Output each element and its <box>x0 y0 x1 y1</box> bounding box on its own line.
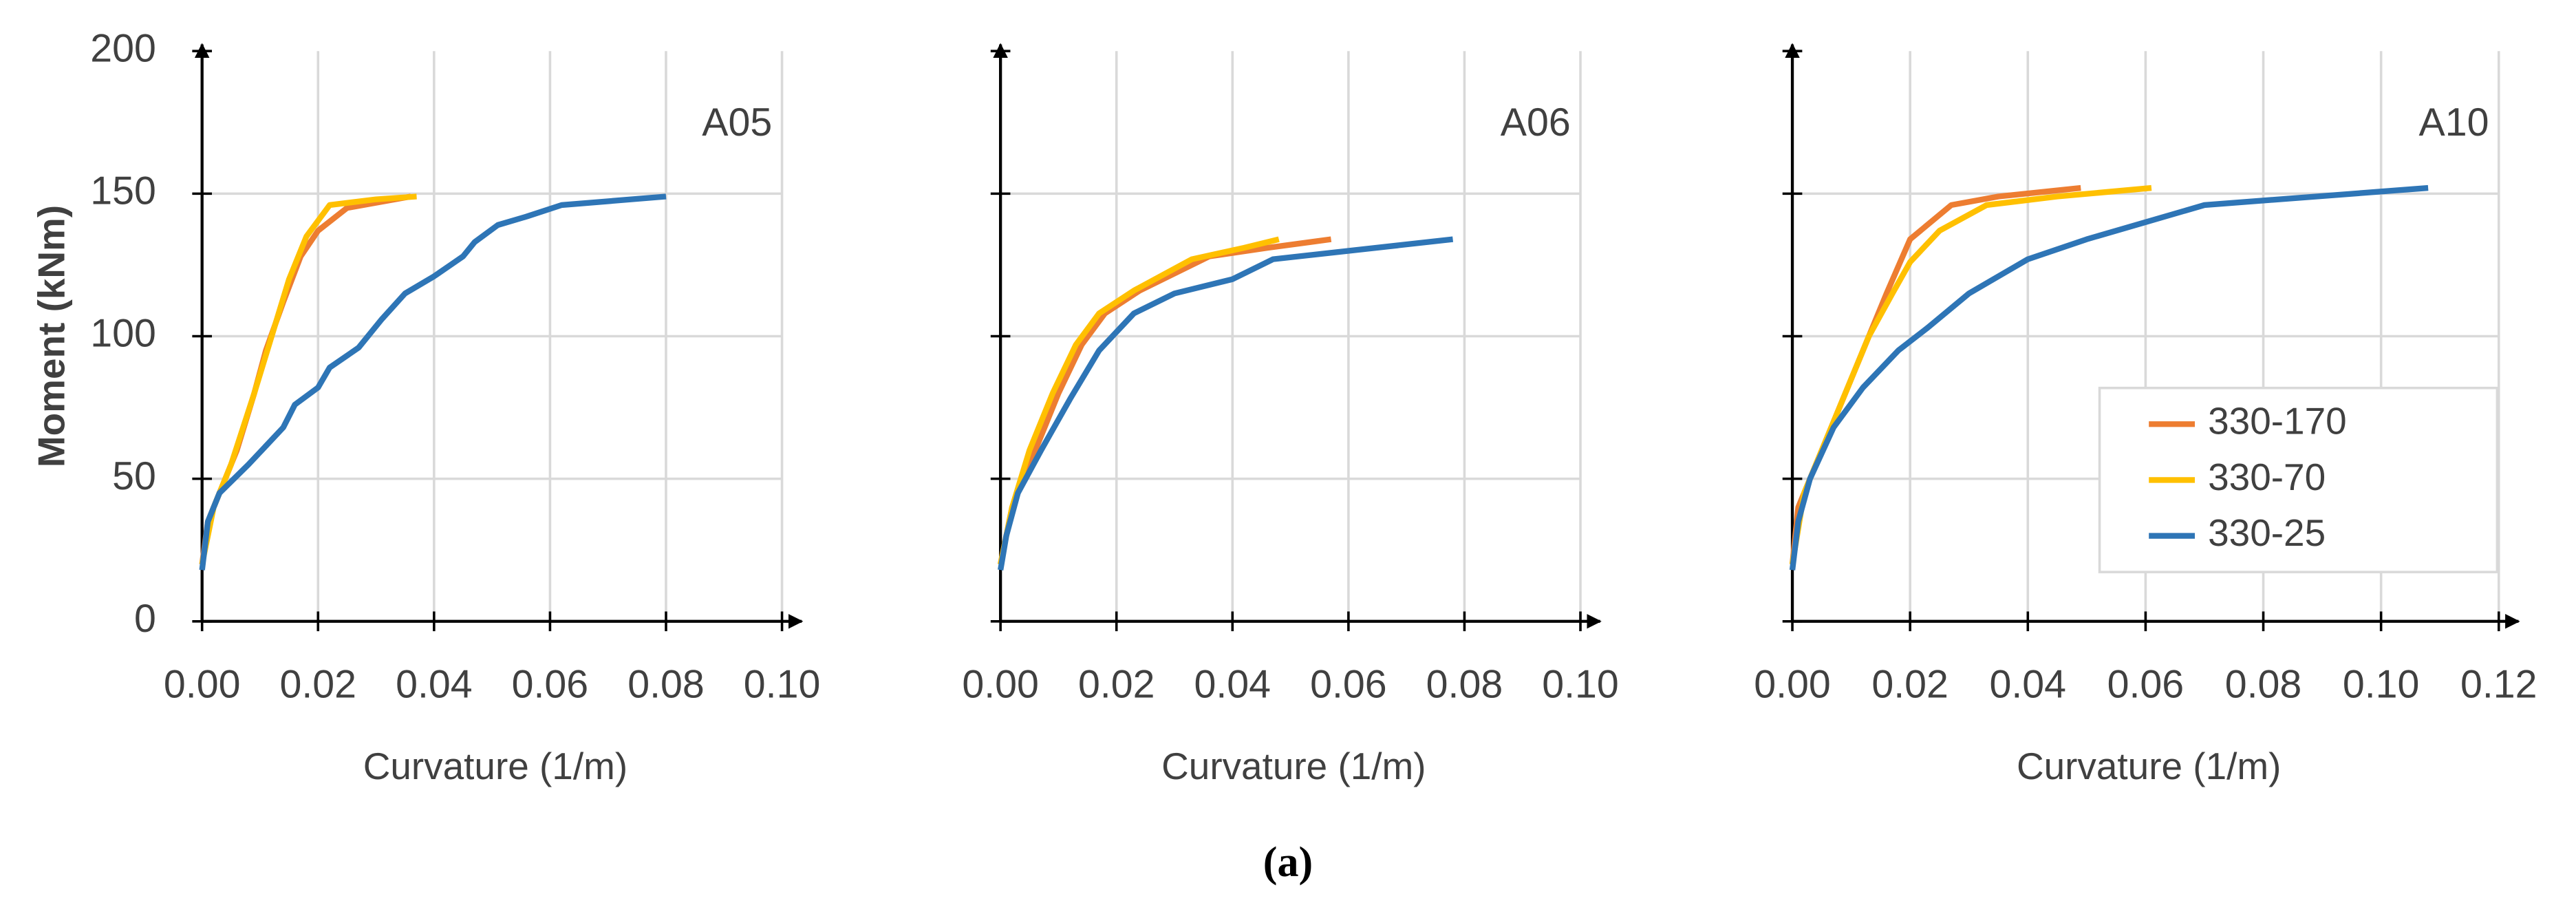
x-tick-label: 0.10 <box>1542 662 1619 706</box>
x-tick-label: 0.10 <box>744 662 821 706</box>
x-tick-label: 0.00 <box>164 662 241 706</box>
x-tick-label: 0.02 <box>280 662 357 706</box>
x-tick-label: 0.08 <box>627 662 705 706</box>
legend-label: 330-170 <box>2208 400 2347 443</box>
y-tick-label: 100 <box>90 312 156 356</box>
panel-label: A10 <box>2418 100 2489 145</box>
chart-panel: 0.00 0.02 0.04 0.06 0.08 0.10 Curvature (1/m) A… <box>962 43 1619 787</box>
y-tick-label: 50 <box>112 454 156 498</box>
x-axis-label: Curvature (1/m) <box>1161 745 1426 787</box>
x-tick-label: 0.02 <box>1871 662 1949 706</box>
panel-label: A05 <box>702 100 772 145</box>
x-tick-label: 0.06 <box>512 662 589 706</box>
chart-panel: 0 50 100 150 200 0.00 0.02 0.04 0.06 0.08 0.10 Curv… <box>30 26 820 787</box>
data-line <box>1789 184 2081 565</box>
x-tick-label: 0.02 <box>1078 662 1155 706</box>
data-line <box>199 193 411 565</box>
legend-label: 330-70 <box>2208 456 2326 498</box>
legend-label: 330-25 <box>2208 511 2326 554</box>
chart-panel: 0.00 0.02 0.04 0.06 0.08 0.10 0.12 Curvature (1… <box>1754 43 2537 787</box>
x-axis-label: Curvature (1/m) <box>2017 745 2281 787</box>
y-tick-label: 200 <box>90 26 156 70</box>
x-axis-label: Curvature (1/m) <box>363 745 627 787</box>
x-tick-label: 0.04 <box>396 662 473 706</box>
data-line <box>998 236 1454 571</box>
x-tick-label: 0.06 <box>1310 662 1387 706</box>
y-axis-label: Moment (kNm) <box>30 205 72 467</box>
x-tick-label: 0.08 <box>1426 662 1503 706</box>
x-tick-label: 0.04 <box>1990 662 2067 706</box>
x-tick-label: 0.00 <box>962 662 1039 706</box>
data-line <box>199 193 667 571</box>
x-tick-label: 0.12 <box>2460 662 2537 706</box>
data-line <box>1789 184 2429 571</box>
x-tick-label: 0.08 <box>2225 662 2302 706</box>
y-tick-label: 0 <box>134 597 156 641</box>
x-tick-label: 0.00 <box>1754 662 1831 706</box>
x-tick-label: 0.06 <box>2107 662 2185 706</box>
panel-label: A06 <box>1501 100 1571 145</box>
y-tick-label: 150 <box>90 169 156 213</box>
x-tick-label: 0.10 <box>2343 662 2420 706</box>
data-line <box>199 193 417 565</box>
x-tick-label: 0.04 <box>1194 662 1271 706</box>
data-line <box>1789 184 2152 565</box>
data-line <box>998 236 1280 565</box>
caption: (a) <box>1263 839 1313 886</box>
